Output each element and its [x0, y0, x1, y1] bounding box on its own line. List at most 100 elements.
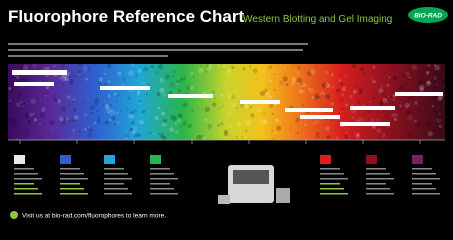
- texture-dot: [106, 108, 112, 115]
- detail-line: [104, 183, 124, 185]
- texture-dot: [229, 137, 232, 139]
- texture-dot: [324, 82, 330, 89]
- texture-dot: [57, 99, 62, 104]
- texture-dot: [15, 102, 21, 108]
- texture-dot: [187, 123, 192, 129]
- texture-dot: [425, 80, 432, 87]
- texture-dot: [407, 133, 412, 139]
- texture-dot: [74, 74, 78, 78]
- texture-dot: [150, 65, 154, 69]
- texture-dot: [24, 112, 31, 119]
- texture-dot: [207, 68, 211, 72]
- texture-dot: [382, 133, 386, 136]
- texture-dot: [252, 68, 258, 73]
- texture-dot: [386, 83, 390, 87]
- texture-dot: [438, 112, 441, 115]
- texture-dot: [273, 70, 277, 74]
- texture-dot: [276, 125, 282, 131]
- texture-dot: [158, 132, 161, 135]
- texture-dot: [263, 88, 268, 93]
- texture-dot: [83, 113, 87, 117]
- texture-dot: [296, 65, 302, 71]
- texture-dot: [126, 107, 128, 110]
- texture-dot: [231, 104, 236, 109]
- texture-dot: [431, 104, 435, 108]
- texture-dot: [399, 85, 405, 91]
- texture-dot: [121, 83, 125, 87]
- texture-dot: [16, 75, 20, 79]
- texture-dot: [197, 67, 204, 74]
- texture-dot: [60, 75, 67, 82]
- detail-line: [14, 173, 38, 175]
- texture-dot: [295, 117, 300, 123]
- detail-line: [60, 193, 88, 195]
- texture-dot: [399, 104, 403, 108]
- texture-dot: [140, 119, 143, 122]
- texture-dot: [169, 102, 173, 106]
- texture-dot: [227, 134, 230, 137]
- texture-dot: [354, 118, 357, 121]
- texture-dot: [240, 103, 246, 109]
- detail-line: [366, 168, 386, 170]
- texture-dot: [13, 118, 17, 123]
- texture-dot: [441, 79, 445, 83]
- texture-dot: [263, 119, 268, 124]
- detail-line: [150, 183, 170, 185]
- texture-dot: [411, 65, 417, 70]
- texture-dot: [218, 81, 224, 87]
- texture-dot: [182, 121, 187, 126]
- texture-dot: [172, 74, 175, 78]
- texture-dot: [315, 64, 318, 68]
- texture-dot: [330, 118, 334, 122]
- texture-dot: [222, 65, 227, 70]
- texture-dot: [204, 106, 211, 113]
- texture-dot: [103, 82, 108, 87]
- texture-dot: [40, 107, 46, 113]
- texture-dot: [18, 92, 22, 97]
- texture-dot: [65, 116, 70, 121]
- texture-dot: [177, 89, 181, 93]
- texture-dot: [314, 119, 320, 125]
- texture-dot: [248, 65, 252, 69]
- texture-dot: [156, 92, 161, 96]
- texture-dot: [372, 96, 376, 101]
- texture-dot: [139, 119, 145, 125]
- texture-dot: [76, 72, 82, 78]
- texture-dot: [151, 67, 153, 70]
- texture-dot: [345, 74, 348, 78]
- texture-dot: [33, 118, 38, 122]
- detail-line: [366, 188, 390, 190]
- texture-dot: [237, 95, 240, 98]
- texture-dot: [39, 106, 42, 110]
- texture-dot: [325, 125, 331, 131]
- texture-dot: [353, 90, 357, 94]
- texture-dot: [392, 100, 395, 103]
- texture-dot: [171, 115, 177, 121]
- texture-dot: [61, 116, 67, 122]
- texture-dot: [68, 76, 71, 79]
- texture-dot: [376, 128, 382, 134]
- texture-dot: [291, 81, 295, 85]
- texture-dot: [169, 114, 173, 119]
- texture-dot: [130, 63, 135, 67]
- texture-dot: [162, 92, 167, 97]
- texture-dot: [52, 134, 58, 140]
- texture-dot: [36, 137, 39, 139]
- texture-dot: [250, 113, 255, 118]
- texture-dot: [351, 109, 357, 114]
- texture-dot: [342, 117, 346, 121]
- texture-dot: [32, 63, 37, 69]
- texture-dot: [372, 80, 376, 84]
- texture-dot: [161, 89, 163, 92]
- texture-dot: [142, 109, 145, 112]
- detail-line: [320, 188, 344, 190]
- texture-dot: [369, 100, 372, 104]
- texture-dot: [414, 100, 418, 105]
- texture-dot: [419, 110, 421, 113]
- texture-dot: [154, 70, 160, 76]
- texture-dot: [285, 83, 289, 87]
- texture-dot: [78, 63, 83, 68]
- texture-dot: [419, 87, 424, 92]
- texture-dot: [392, 98, 395, 102]
- texture-dot: [351, 104, 354, 106]
